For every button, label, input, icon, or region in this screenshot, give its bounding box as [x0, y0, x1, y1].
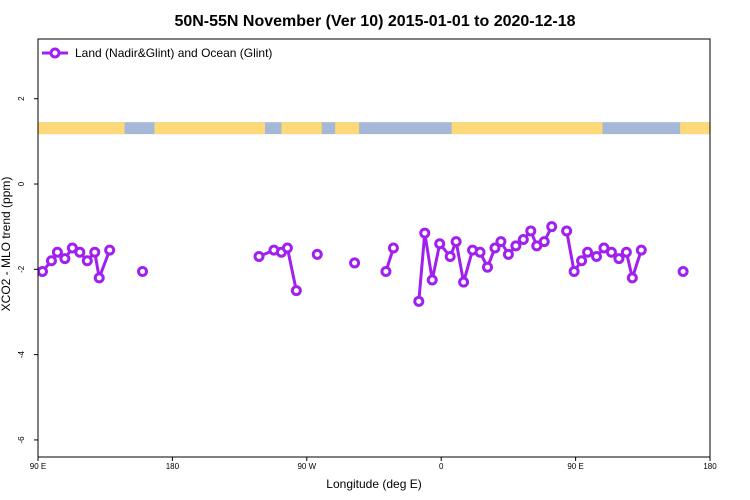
data-point [380, 265, 392, 277]
legend: Land (Nadir&Glint) and Ocean (Glint) [42, 46, 272, 60]
y-tick-label: -4 [17, 351, 26, 359]
data-point [104, 244, 116, 256]
land-ocean-band [38, 122, 710, 135]
data-point [677, 265, 689, 277]
data-point [137, 265, 149, 277]
x-tick-label: 90 W [297, 462, 316, 471]
legend-label: Land (Nadir&Glint) and Ocean (Glint) [75, 46, 272, 60]
y-axis: 2 0 -2 -4 -6 [17, 96, 38, 444]
data-point [605, 246, 617, 258]
data-point [426, 274, 438, 286]
data-point [510, 240, 522, 252]
data-point [489, 242, 501, 254]
land-segment [154, 122, 265, 135]
y-tick-label: -6 [17, 436, 26, 444]
data-point [450, 236, 462, 248]
y-tick-label: -2 [17, 265, 26, 273]
x-axis: 90 E 180 90 W 0 90 E 180 [30, 457, 717, 471]
data-point [74, 246, 86, 258]
data-point [444, 251, 456, 263]
chart-title: 50N-55N November (Ver 10) 2015-01-01 to … [174, 13, 575, 30]
x-tick-label: 90 E [567, 462, 583, 471]
data-point [502, 248, 514, 260]
data-point [582, 246, 594, 258]
data-point [45, 255, 57, 267]
land-segment [281, 122, 322, 135]
data-point [517, 233, 529, 245]
data-point [635, 244, 647, 256]
data-point [546, 221, 558, 233]
data-point [51, 246, 63, 258]
data-point [561, 225, 573, 237]
x-tick-label: 90 E [30, 462, 46, 471]
data-point [474, 246, 486, 258]
data-point [349, 257, 361, 269]
data-point [576, 255, 588, 267]
data-point [413, 295, 425, 307]
data-point [59, 253, 71, 265]
data-point [538, 236, 550, 248]
y-axis-label: XCO2 - MLO trend (ppm) [0, 177, 13, 312]
data-point [81, 255, 93, 267]
data-point [613, 253, 625, 265]
data-point [434, 238, 446, 250]
data-point [626, 272, 638, 284]
data-point [253, 251, 265, 263]
data-point [568, 265, 580, 277]
data-point [290, 285, 302, 297]
data-point [620, 246, 632, 258]
land-segment [451, 122, 603, 135]
data-point [38, 265, 48, 277]
data-point [495, 236, 507, 248]
data-point [481, 261, 493, 273]
y-tick-label: 0 [17, 181, 26, 186]
data-point [458, 276, 470, 288]
data-point [89, 246, 101, 258]
data-point [311, 248, 323, 260]
y-tick-label: 2 [17, 96, 26, 101]
data-point [93, 272, 105, 284]
data-point [387, 242, 399, 254]
land-segment [680, 122, 710, 135]
legend-marker [49, 47, 61, 59]
x-tick-label: 180 [703, 462, 717, 471]
plot-frame [37, 38, 711, 458]
x-tick-label: 180 [166, 462, 180, 471]
data-point [419, 227, 431, 239]
series-layer [38, 221, 689, 307]
land-segment [335, 122, 360, 135]
ocean-band [38, 122, 710, 135]
data-point [281, 242, 293, 254]
x-tick-label: 0 [439, 462, 444, 471]
data-point [525, 225, 537, 237]
land-segment [38, 122, 125, 135]
x-axis-label: Longitude (deg E) [326, 477, 421, 491]
data-point [591, 251, 603, 263]
